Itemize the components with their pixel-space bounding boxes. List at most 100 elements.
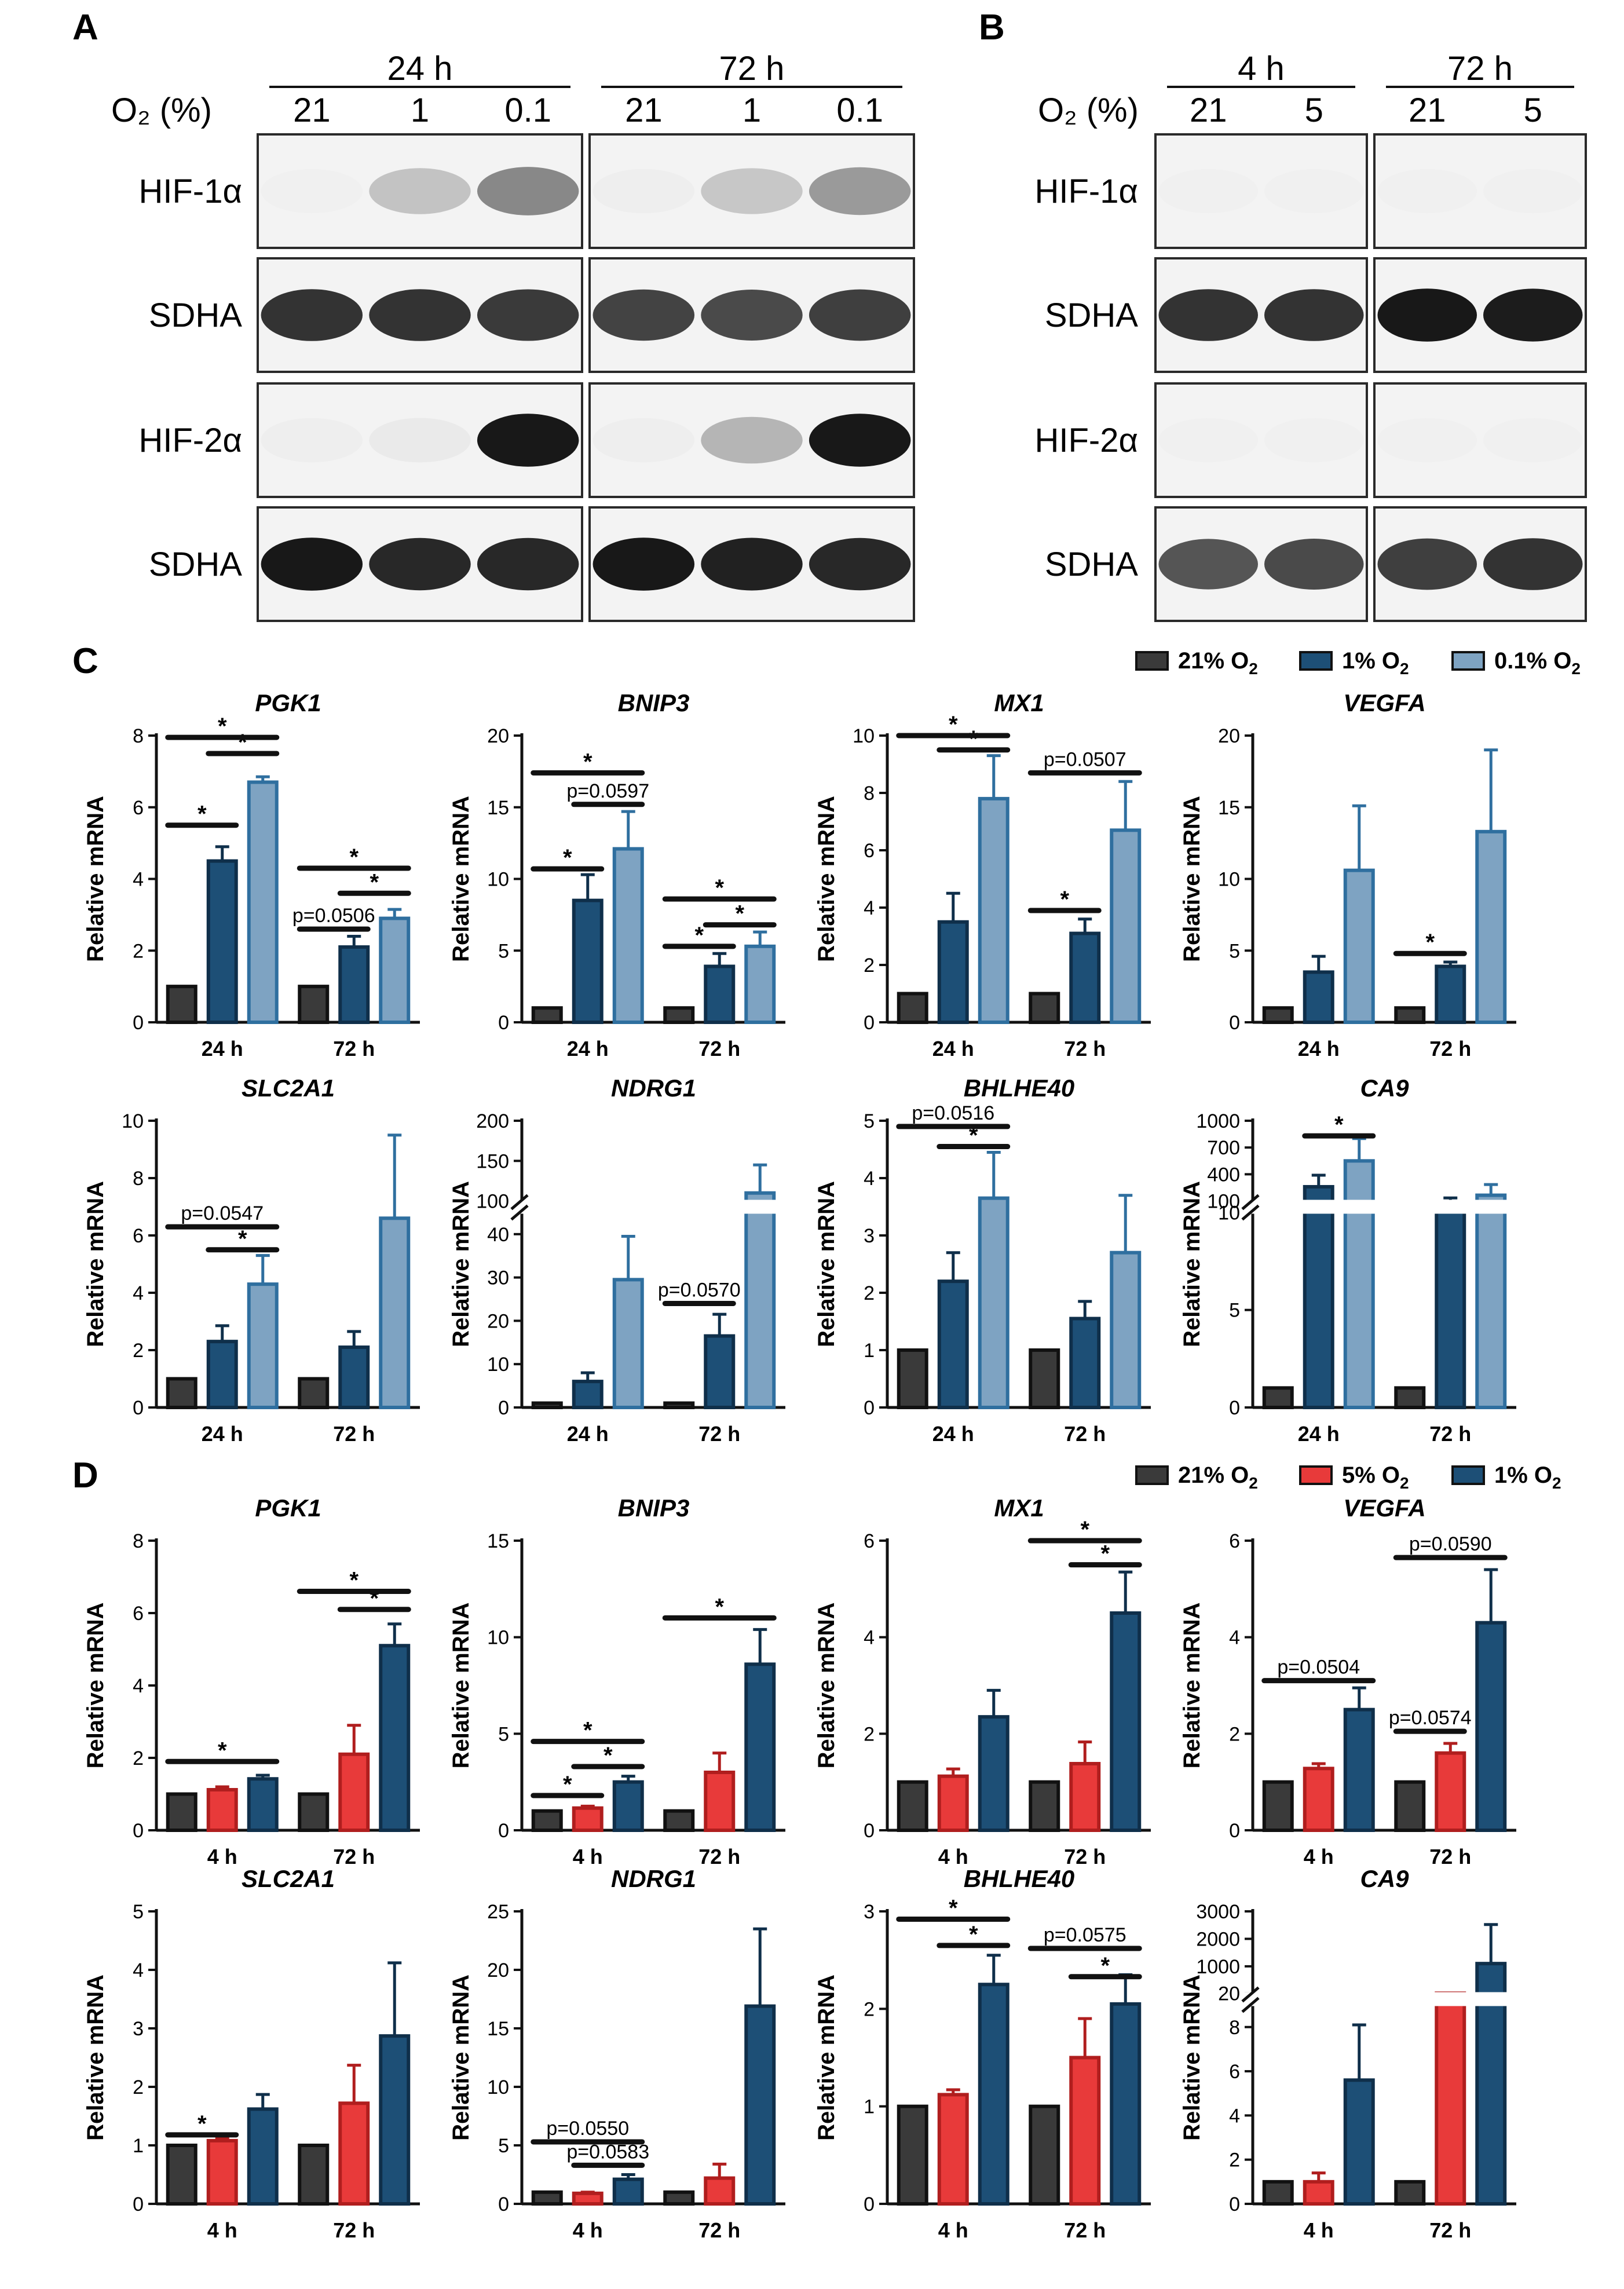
blot-band bbox=[477, 167, 579, 215]
o2-percent-label: O₂ (%) bbox=[111, 92, 212, 129]
bar bbox=[572, 1806, 603, 1833]
bar bbox=[338, 945, 370, 1024]
blot-band bbox=[1264, 289, 1364, 341]
legend-swatch bbox=[1451, 1465, 1485, 1485]
chart-title: BHLHE40 bbox=[964, 1865, 1074, 1892]
x-tick-label: 72 h bbox=[698, 1845, 740, 1869]
o2-percent-label: O₂ (%) bbox=[1038, 92, 1139, 129]
legend-entry-subscript: 2 bbox=[1552, 1474, 1561, 1492]
y-axis-label: Relative mRNA bbox=[448, 1603, 474, 1769]
legend-entry: 1% O2 bbox=[1494, 1462, 1561, 1492]
significance-label: * bbox=[735, 901, 744, 927]
y-tick-label: 5 bbox=[498, 1723, 509, 1745]
y-axis-label: Relative mRNA bbox=[814, 1974, 839, 2141]
timepoint-label: 24 h bbox=[387, 50, 453, 87]
x-tick-label: 24 h bbox=[202, 1422, 243, 1446]
bar bbox=[612, 847, 644, 1025]
bar bbox=[1475, 829, 1507, 1024]
y-tick-label: 100 bbox=[476, 1191, 509, 1213]
y-tick-label: 0 bbox=[864, 2193, 875, 2215]
bar bbox=[663, 1401, 695, 1410]
blot-band bbox=[1158, 418, 1259, 463]
y-tick-label: 3 bbox=[864, 1901, 875, 1923]
y-tick-label: 15 bbox=[1218, 797, 1240, 819]
chart-c-slc2a1: SLC2A1 Relative mRNA 0 2 4 6 8 10 24 h 72 h *p=0.0… bbox=[83, 1074, 420, 1446]
bar bbox=[704, 964, 736, 1024]
y-tick-label: 15 bbox=[487, 797, 509, 819]
bar bbox=[978, 1983, 1009, 2206]
panel-d-legend: D 21% O2 5% O2 1% O2 bbox=[72, 1456, 1561, 1495]
legend-entry: 5% O2 bbox=[1342, 1462, 1409, 1492]
chart-c-bnip3: BNIP3 Relative mRNA 0 5 10 15 20 24 h 72 h * p=0.0… bbox=[448, 689, 785, 1061]
bar bbox=[166, 1377, 197, 1409]
y-axis-label: Relative mRNA bbox=[448, 1974, 474, 2141]
blot-band bbox=[477, 414, 579, 467]
bar bbox=[531, 1809, 563, 1833]
chart-title: PGK1 bbox=[255, 1494, 321, 1522]
legend-entry: 21% O2 bbox=[1178, 1462, 1258, 1492]
x-tick-label: 24 h bbox=[1298, 1037, 1340, 1061]
bar bbox=[612, 1780, 644, 1833]
axis-break-mark bbox=[510, 1204, 529, 1221]
blot-band bbox=[1483, 538, 1583, 590]
panel-label-b: B bbox=[979, 8, 1005, 47]
y-tick-label: 10 bbox=[122, 1110, 144, 1132]
y-tick-label: 2000 bbox=[1196, 1928, 1240, 1950]
y-tick-label: 0 bbox=[864, 1820, 875, 1842]
y-tick-label: 20 bbox=[487, 1310, 509, 1332]
chart-title: BHLHE40 bbox=[964, 1074, 1074, 1102]
significance-label: * bbox=[238, 730, 247, 755]
blot-band bbox=[1483, 169, 1583, 214]
y-tick-label: 0 bbox=[498, 2193, 509, 2215]
y-axis-label: Relative mRNA bbox=[83, 1974, 108, 2141]
blot-band bbox=[1158, 289, 1259, 341]
blot-band bbox=[1264, 418, 1364, 463]
x-tick-label: 72 h bbox=[698, 1422, 740, 1446]
x-tick-label: 4 h bbox=[938, 1845, 968, 1869]
significance-label: * bbox=[370, 869, 379, 895]
chart-c-ndrg1: NDRG1 Relative mRNA 0 10 20 30 40 100 150 200 24 h… bbox=[448, 1074, 788, 1446]
bar bbox=[897, 1348, 928, 1409]
chart-title: CA9 bbox=[1360, 1865, 1409, 1892]
bar bbox=[1303, 1184, 1334, 1409]
y-tick-label: 8 bbox=[864, 782, 875, 805]
y-tick-label: 20 bbox=[1218, 1983, 1240, 2005]
x-tick-label: 24 h bbox=[567, 1422, 609, 1446]
y-tick-label: 6 bbox=[133, 1225, 144, 1247]
chart-d-ca9: CA9 Relative mRNA 0 2 4 6 8 20 1000 2000 3000 4 h 72… bbox=[1179, 1865, 1519, 2242]
bar bbox=[247, 780, 279, 1024]
y-tick-label: 2 bbox=[133, 1747, 144, 1769]
y-tick-label: 6 bbox=[133, 1603, 144, 1625]
y-tick-label: 5 bbox=[498, 940, 509, 962]
y-tick-label: 0 bbox=[498, 1820, 509, 1842]
blot-protein-label: SDHA bbox=[1045, 546, 1138, 583]
chart-title: PGK1 bbox=[255, 689, 321, 716]
x-tick-label: 72 h bbox=[333, 2218, 375, 2242]
panel-label-d: D bbox=[72, 1456, 98, 1495]
significance-label: p=0.0590 bbox=[1409, 1533, 1492, 1555]
blot-band bbox=[1158, 539, 1259, 590]
bar bbox=[1303, 1767, 1334, 1832]
blot-protein-label: SDHA bbox=[149, 546, 242, 583]
bar bbox=[1262, 1006, 1294, 1024]
blot-band bbox=[1377, 169, 1477, 214]
blot-band bbox=[809, 289, 911, 341]
timepoint-label: 72 h bbox=[1447, 50, 1513, 87]
bar bbox=[1110, 1611, 1142, 1832]
bar bbox=[247, 1777, 279, 1832]
y-tick-label: 4 bbox=[1229, 2105, 1240, 2127]
significance-label: * bbox=[349, 844, 359, 870]
significance-label: * bbox=[1334, 1112, 1344, 1138]
bar bbox=[1262, 1386, 1294, 1410]
significance-label: p=0.0504 bbox=[1277, 1657, 1360, 1679]
significance-label: * bbox=[603, 1743, 613, 1768]
o2-level-label: 21 bbox=[1190, 92, 1227, 129]
chart-d-bhlhe40: BHLHE40 Relative mRNA 0 1 2 3 4 h 72 h * * * p=0.05… bbox=[814, 1865, 1151, 2242]
significance-label: p=0.0516 bbox=[912, 1102, 994, 1124]
y-tick-label: 4 bbox=[133, 1282, 144, 1304]
x-tick-label: 72 h bbox=[1429, 1422, 1471, 1446]
bar bbox=[978, 1196, 1009, 1409]
o2-level-label: 1 bbox=[742, 92, 761, 129]
axis-break-gap bbox=[1241, 1992, 1519, 2006]
